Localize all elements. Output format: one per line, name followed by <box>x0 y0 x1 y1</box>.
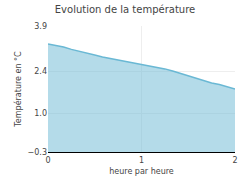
svg-text:1.0: 1.0 <box>34 109 47 118</box>
svg-text:2: 2 <box>232 156 237 165</box>
svg-text:0: 0 <box>45 156 50 165</box>
svg-text:Température en °C: Température en °C <box>13 51 23 128</box>
svg-text:heure par heure: heure par heure <box>109 167 174 176</box>
svg-text:3.9: 3.9 <box>34 22 47 31</box>
svg-text:1: 1 <box>139 156 144 165</box>
svg-text:2.4: 2.4 <box>34 67 47 76</box>
svg-text:−0.3: −0.3 <box>28 148 47 157</box>
svg-text:Evolution de la température: Evolution de la température <box>55 4 195 15</box>
